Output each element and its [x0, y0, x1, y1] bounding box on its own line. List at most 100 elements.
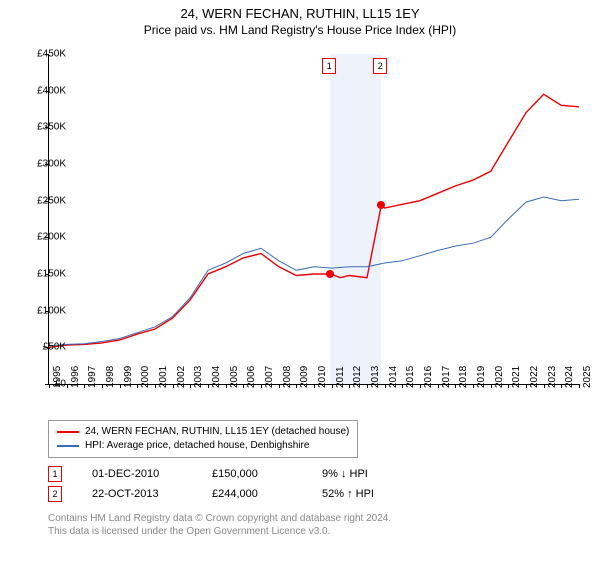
sale-index-box: 2 [48, 486, 62, 502]
sale-point-dot [326, 270, 334, 278]
legend-swatch-red [57, 431, 79, 433]
x-axis-label: 2003 [193, 366, 204, 388]
legend-item-red: 24, WERN FECHAN, RUTHIN, LL15 1EY (detac… [57, 425, 349, 439]
x-tick [438, 384, 439, 388]
x-axis-label: 2001 [158, 366, 169, 388]
y-axis-label: £450K [37, 49, 66, 60]
x-tick [526, 384, 527, 388]
x-tick [208, 384, 209, 388]
y-axis-label: £300K [37, 159, 66, 170]
legend-item-blue: HPI: Average price, detached house, Denb… [57, 439, 349, 453]
x-axis-label: 2002 [176, 366, 187, 388]
x-axis-label: 2016 [423, 366, 434, 388]
y-axis-label: £350K [37, 122, 66, 133]
x-axis-label: 1998 [105, 366, 116, 388]
x-tick [349, 384, 350, 388]
x-axis-label: 2012 [352, 366, 363, 388]
chart-container: 24, WERN FECHAN, RUTHIN, LL15 1EY Price … [0, 6, 600, 566]
y-axis-label: £200K [37, 232, 66, 243]
sale-marker-box: 1 [322, 58, 336, 74]
sale-change: 9% ↓ HPI [322, 468, 462, 480]
x-tick [84, 384, 85, 388]
x-tick [508, 384, 509, 388]
x-axis-label: 2008 [282, 366, 293, 388]
y-axis-label: £0 [55, 379, 66, 390]
legend-swatch-blue [57, 445, 79, 447]
x-tick [420, 384, 421, 388]
x-axis-label: 2025 [582, 366, 593, 388]
footer-credits: Contains HM Land Registry data © Crown c… [48, 512, 391, 538]
x-tick [279, 384, 280, 388]
sale-price: £150,000 [212, 468, 292, 480]
x-axis-label: 2004 [211, 366, 222, 388]
footer-line-2: This data is licensed under the Open Gov… [48, 525, 391, 538]
legend-label-blue: HPI: Average price, detached house, Denb… [85, 439, 309, 453]
sale-row: 2 22-OCT-2013 £244,000 52% ↑ HPI [48, 484, 462, 504]
x-tick [190, 384, 191, 388]
x-axis-label: 2023 [547, 366, 558, 388]
y-axis-label: £150K [37, 269, 66, 280]
x-axis-label: 2007 [264, 366, 275, 388]
x-tick [226, 384, 227, 388]
x-axis-label: 2013 [370, 366, 381, 388]
x-tick [67, 384, 68, 388]
sale-row: 1 01-DEC-2010 £150,000 9% ↓ HPI [48, 464, 462, 484]
x-axis-label: 2005 [229, 366, 240, 388]
chart-title: 24, WERN FECHAN, RUTHIN, LL15 1EY [0, 6, 600, 21]
x-tick [102, 384, 103, 388]
x-axis-label: 2010 [317, 366, 328, 388]
x-tick [579, 384, 580, 388]
x-axis-label: 2017 [441, 366, 452, 388]
sale-date: 01-DEC-2010 [92, 468, 182, 480]
series-blue-line [49, 197, 579, 346]
x-tick [561, 384, 562, 388]
x-axis-label: 2022 [529, 366, 540, 388]
x-axis-label: 2020 [494, 366, 505, 388]
x-tick [473, 384, 474, 388]
sales-table: 1 01-DEC-2010 £150,000 9% ↓ HPI 2 22-OCT-2013… [48, 464, 462, 504]
chart-subtitle: Price paid vs. HM Land Registry's House … [0, 23, 600, 37]
x-axis-label: 2021 [511, 366, 522, 388]
footer-line-1: Contains HM Land Registry data © Crown c… [48, 512, 391, 525]
plot-area: 1995199619971998199920002001200220032004… [48, 54, 579, 385]
x-tick [261, 384, 262, 388]
x-tick [544, 384, 545, 388]
x-tick [120, 384, 121, 388]
x-tick [402, 384, 403, 388]
x-axis-label: 2019 [476, 366, 487, 388]
x-axis-label: 2006 [246, 366, 257, 388]
sale-price: £244,000 [212, 488, 292, 500]
x-tick [385, 384, 386, 388]
sale-date: 22-OCT-2013 [92, 488, 182, 500]
x-axis-label: 1997 [87, 366, 98, 388]
x-tick [491, 384, 492, 388]
x-tick [314, 384, 315, 388]
x-tick [243, 384, 244, 388]
sale-marker-box: 2 [373, 58, 387, 74]
x-axis-label: 2018 [458, 366, 469, 388]
x-tick [332, 384, 333, 388]
x-axis-label: 1996 [70, 366, 81, 388]
y-axis-label: £50K [43, 342, 66, 353]
sale-point-dot [377, 201, 385, 209]
x-axis-label: 2014 [388, 366, 399, 388]
x-axis-label: 2024 [564, 366, 575, 388]
x-axis-label: 1999 [123, 366, 134, 388]
sale-index-box: 1 [48, 466, 62, 482]
x-axis-label: 2011 [335, 366, 346, 388]
legend-label-red: 24, WERN FECHAN, RUTHIN, LL15 1EY (detac… [85, 425, 349, 439]
x-tick [455, 384, 456, 388]
x-tick [367, 384, 368, 388]
x-tick [296, 384, 297, 388]
sale-change: 52% ↑ HPI [322, 488, 462, 500]
x-axis-label: 2009 [299, 366, 310, 388]
x-tick [137, 384, 138, 388]
x-tick [173, 384, 174, 388]
x-tick [49, 384, 50, 388]
x-axis-label: 2000 [140, 366, 151, 388]
x-axis-label: 2015 [405, 366, 416, 388]
series-red-line [49, 94, 579, 347]
y-axis-label: £100K [37, 305, 66, 316]
y-axis-label: £250K [37, 195, 66, 206]
legend-box: 24, WERN FECHAN, RUTHIN, LL15 1EY (detac… [48, 420, 358, 458]
